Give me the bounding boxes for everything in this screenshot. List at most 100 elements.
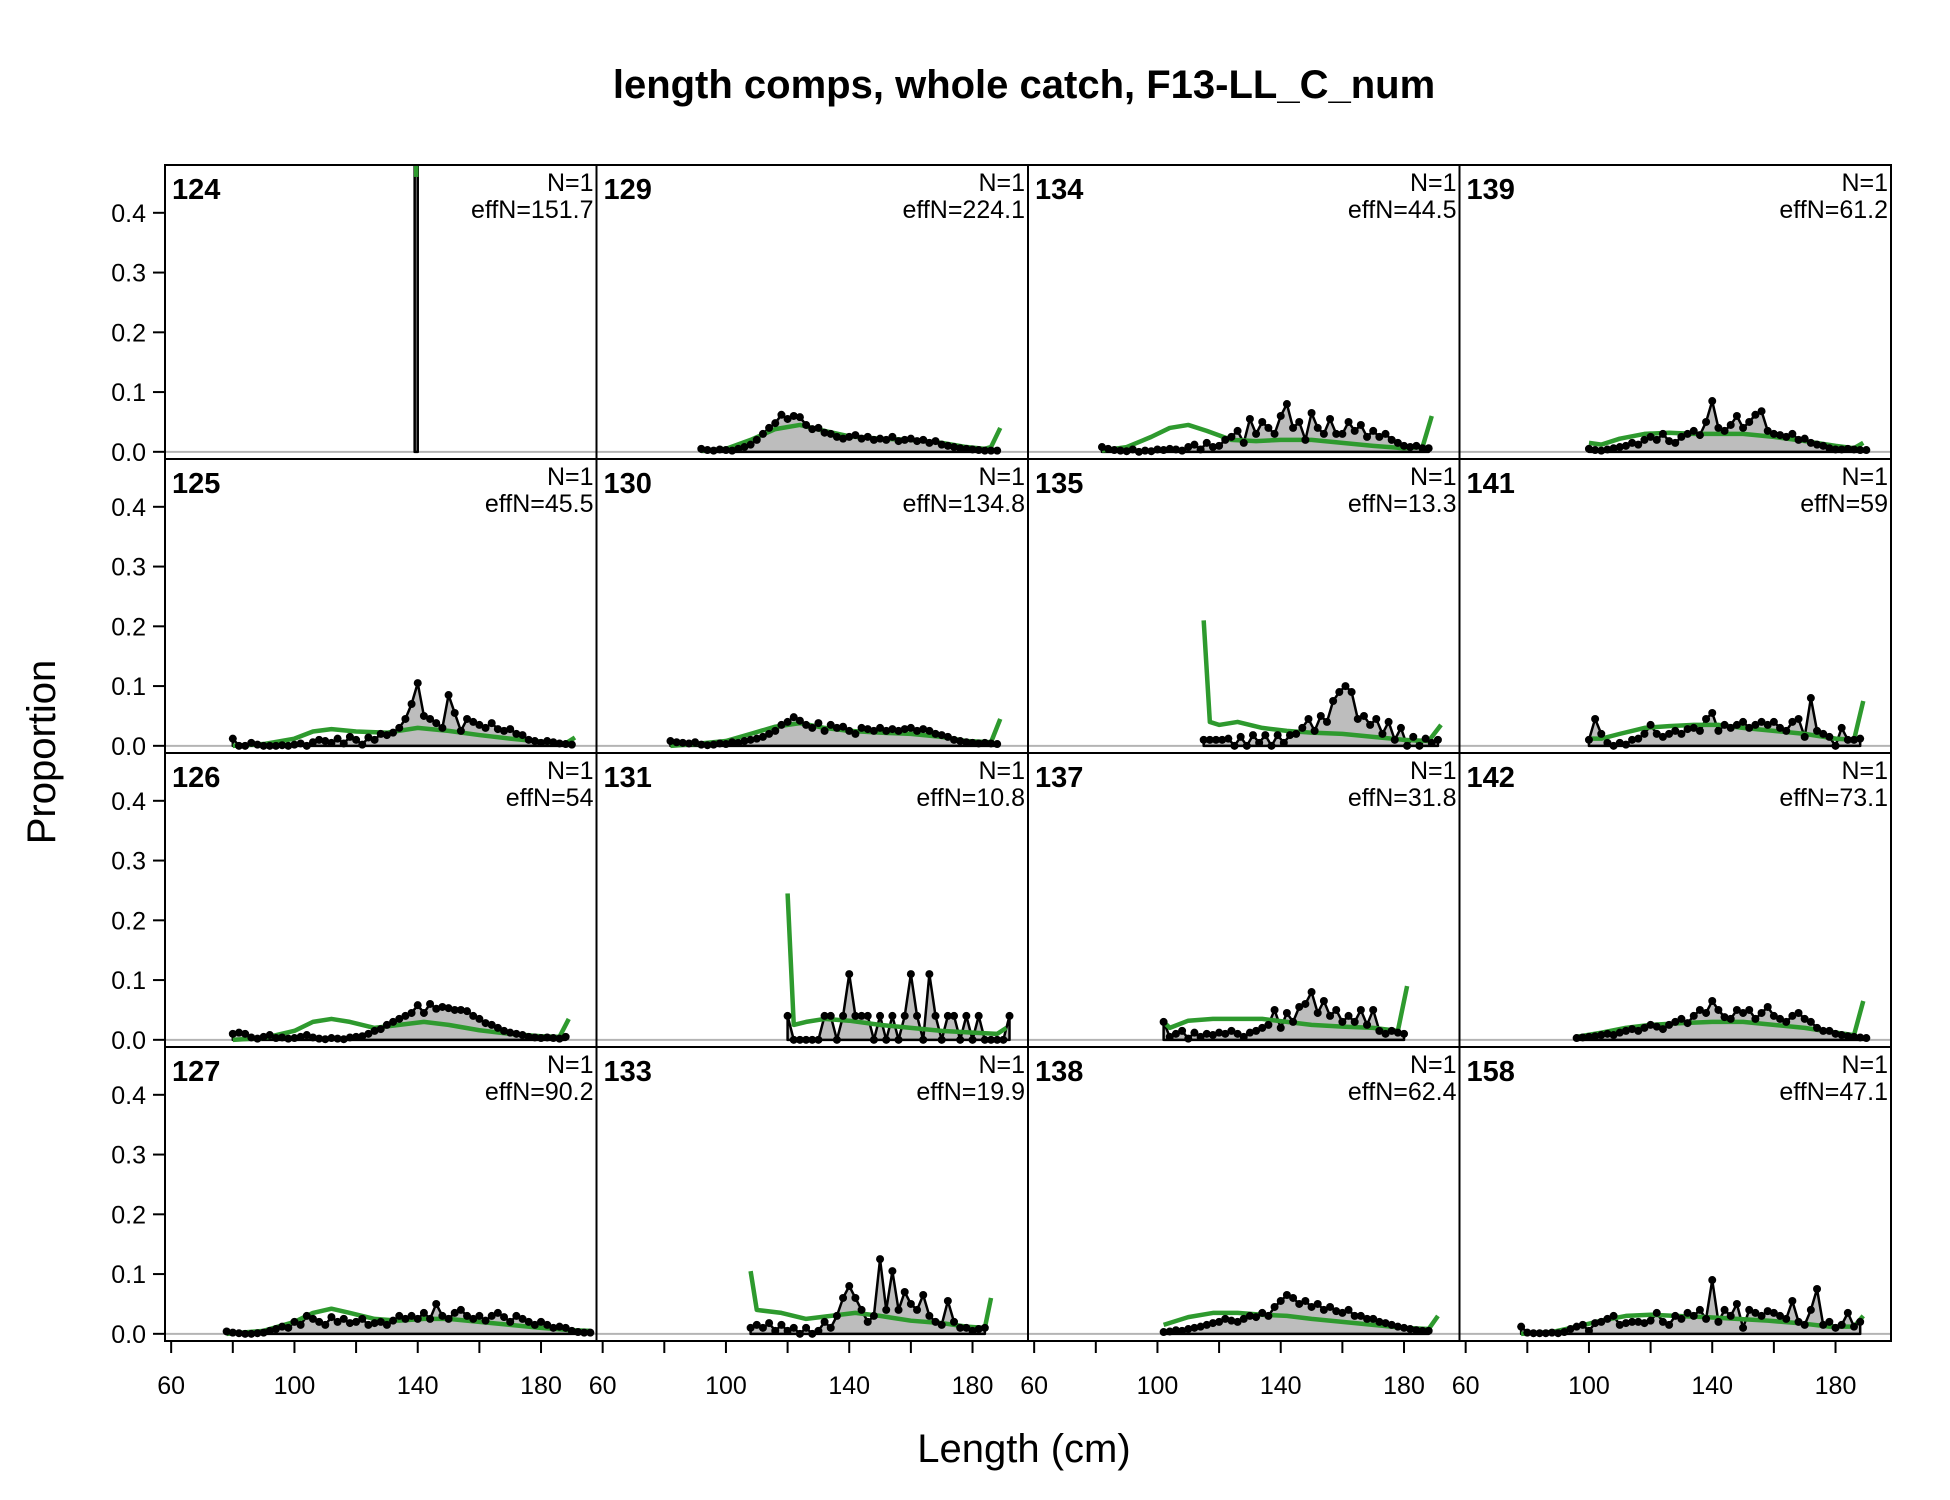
observed-point: [931, 729, 940, 738]
panel-id-label: 158: [1467, 1056, 1515, 1088]
panel-id-label: 124: [172, 174, 220, 206]
observed-point: [1831, 445, 1840, 454]
observed-point: [851, 729, 860, 738]
observed-point: [1726, 1014, 1735, 1023]
observed-point: [444, 1004, 453, 1013]
observed-point: [1529, 1329, 1538, 1338]
observed-point: [1850, 735, 1859, 744]
observed-point: [1745, 1005, 1754, 1014]
observed-point: [432, 1004, 441, 1013]
observed-point: [1720, 720, 1729, 729]
observed-point: [1215, 1028, 1224, 1037]
observed-point: [1421, 734, 1430, 743]
observed-point: [980, 1035, 989, 1044]
observed-point: [1341, 682, 1350, 691]
observed-point: [1171, 1326, 1180, 1335]
observed-point: [1267, 741, 1276, 750]
observed-point: [1301, 999, 1310, 1008]
observed-point: [1224, 734, 1233, 743]
panel-effn-label: effN=19.9: [916, 1078, 1025, 1106]
observed-point: [1584, 444, 1593, 453]
observed-point: [1255, 738, 1264, 747]
observed-point: [1794, 714, 1803, 723]
observed-point: [715, 739, 724, 748]
observed-point: [968, 445, 977, 454]
observed-point: [795, 1035, 804, 1044]
observed-point: [327, 1313, 336, 1322]
observed-point: [1603, 738, 1612, 747]
observed-point: [1196, 445, 1205, 454]
observed-point: [1634, 734, 1643, 743]
panel-n-label: N=1: [547, 169, 594, 197]
observed-point: [1652, 435, 1661, 444]
observed-point: [894, 726, 903, 735]
observed-point: [814, 423, 823, 432]
x-tick-label: 100: [1137, 1372, 1179, 1400]
panel-id-label: 142: [1467, 762, 1515, 794]
observed-point: [1390, 735, 1399, 744]
observed-point: [1347, 688, 1356, 697]
observed-point: [1221, 1029, 1230, 1038]
observed-point: [832, 1311, 841, 1320]
observed-point: [1400, 1029, 1409, 1038]
x-tick-label: 140: [828, 1372, 870, 1400]
panel-effn-label: effN=44.5: [1348, 196, 1457, 224]
observed-point: [327, 1034, 336, 1043]
panel-n-label: N=1: [978, 1051, 1025, 1079]
panel-id-label: 131: [604, 762, 652, 794]
panel-n-label: N=1: [978, 169, 1025, 197]
panel-effn-label: effN=54: [506, 784, 594, 812]
observed-point: [1695, 726, 1704, 735]
observed-point: [678, 738, 687, 747]
observed-point: [278, 741, 287, 750]
observed-point: [1369, 1314, 1378, 1323]
observed-point: [382, 731, 391, 740]
observed-point: [1702, 714, 1711, 723]
observed-point: [271, 1325, 280, 1334]
observed-point: [1316, 711, 1325, 720]
observed-point: [1313, 423, 1322, 432]
observed-point: [469, 1011, 478, 1020]
observed-point: [1726, 723, 1735, 732]
observed-point: [1547, 1328, 1556, 1337]
observed-point: [271, 741, 280, 750]
observed-point: [1745, 1305, 1754, 1314]
panel-n-label: N=1: [1841, 1051, 1888, 1079]
observed-point: [1258, 417, 1267, 426]
observed-point: [1190, 1323, 1199, 1332]
x-tick-label: 180: [520, 1372, 562, 1400]
observed-point: [345, 1319, 354, 1328]
observed-point: [974, 1325, 983, 1334]
observed-point: [247, 738, 256, 747]
observed-point: [1171, 1029, 1180, 1038]
observed-point: [530, 1033, 539, 1042]
observed-point: [382, 1320, 391, 1329]
observed-point: [1159, 446, 1168, 455]
observed-point: [1298, 723, 1307, 732]
observed-point: [900, 1011, 909, 1020]
observed-point: [808, 1035, 817, 1044]
observed-point: [1387, 435, 1396, 444]
observed-point: [1406, 443, 1415, 452]
observed-point: [407, 1008, 416, 1017]
observed-point: [586, 1328, 595, 1337]
observed-point: [444, 691, 453, 700]
observed-point: [795, 413, 804, 422]
panel-n-label: N=1: [978, 757, 1025, 785]
observed-point: [1418, 444, 1427, 453]
observed-point: [789, 411, 798, 420]
observed-point: [259, 1328, 268, 1337]
observed-point: [1597, 1031, 1606, 1040]
panel-id-label: 133: [604, 1056, 652, 1088]
observed-point: [426, 999, 435, 1008]
observed-point: [561, 740, 570, 749]
observed-point: [1409, 732, 1418, 741]
observed-point: [925, 726, 934, 735]
observed-point: [1319, 1305, 1328, 1314]
observed-point: [1239, 1314, 1248, 1323]
observed-point: [962, 444, 971, 453]
observed-point: [1572, 1034, 1581, 1043]
